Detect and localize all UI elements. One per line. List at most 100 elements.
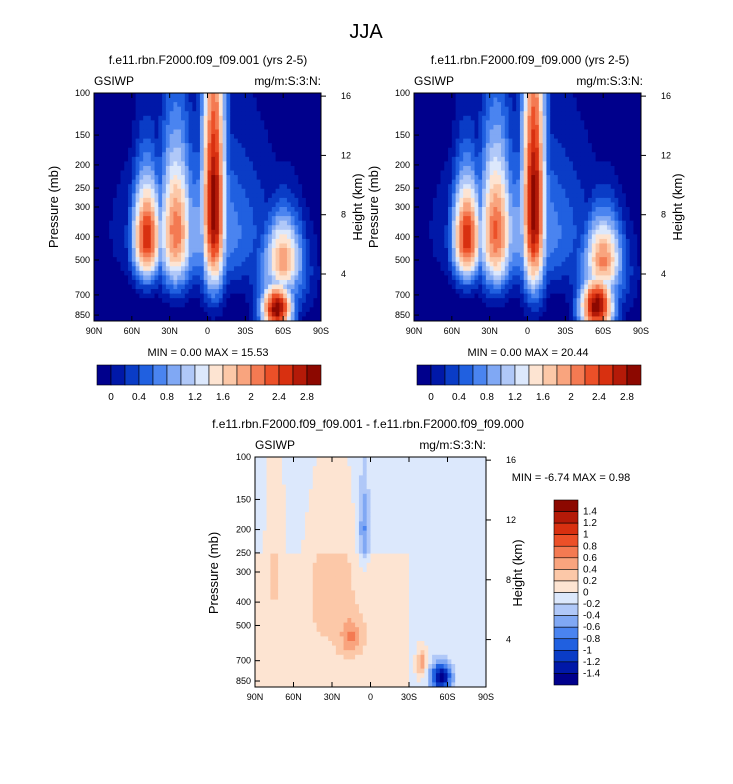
heatmap-cell [482,124,487,130]
heatmap-cell [569,225,574,231]
heatmap-cell [531,102,536,108]
heatmap-cell [116,220,121,226]
heatmap-cell [177,275,182,281]
heatmap-cell [485,202,491,208]
heatmap-cell [196,266,201,272]
heatmap-cell [448,184,453,190]
heatmap-cell [527,188,532,194]
heatmap-cell [97,234,102,240]
heatmap-cell [211,284,216,290]
heatmap-cell [264,138,269,144]
heatmap-cell [572,147,578,153]
heatmap-cell [97,129,102,135]
heatmap-cell [625,216,631,222]
heatmap-cell [572,197,578,203]
heatmap-cell [591,134,596,139]
heatmap-cell [436,111,441,117]
heatmap-cell [523,115,528,121]
heatmap-cell [317,97,322,103]
heatmap-cell [203,156,208,162]
heatmap-cell [105,216,110,222]
heatmap-cell [271,293,276,299]
heatmap-cell [633,124,638,130]
heatmap-cell [237,248,242,253]
heatmap-cell [177,152,182,158]
heatmap-cell [120,161,125,167]
colorbar-label: 1.2 [188,392,202,403]
heatmap-cell [302,284,307,290]
heatmap-cell [501,229,506,235]
heatmap-cell [207,216,212,222]
heatmap-cell [317,134,322,139]
heatmap-cell [425,93,430,98]
heatmap-cell [158,143,163,149]
heatmap-cell [211,143,216,149]
heatmap-cell [169,165,174,171]
heatmap-cell [143,261,148,267]
y-tick-label: 200 [75,160,90,170]
heatmap-cell [302,252,307,258]
heatmap-cell [283,97,288,103]
heatmap-cell [595,120,600,126]
heatmap-cell [150,252,155,258]
heatmap-cell [610,161,615,167]
panel-1: f.e11.rbn.F2000.f09_f09.001 (yrs 2-5) GS… [46,53,365,403]
heatmap-cell [474,202,479,208]
heatmap-cell [576,143,581,149]
heatmap-cell [561,143,566,149]
heatmap-cell [256,188,261,194]
heatmap-cell [414,93,419,98]
heatmap-cell [417,152,422,158]
heatmap-cell [256,143,261,149]
heatmap-cell [599,156,604,162]
heatmap-cell [633,202,638,208]
heatmap-cell [211,156,216,162]
heatmap-cell [629,138,634,144]
panel-1-axes: 90N 60N 30N 0 30S 60S 90S100150200250300400500… [75,88,351,336]
heatmap-cell [565,106,570,112]
heatmap-cell [519,152,525,158]
heatmap-cell [184,175,189,181]
y-right-tick-label: 12 [341,150,351,160]
heatmap-cell [610,175,615,181]
heatmap-cell [215,193,220,199]
heatmap-cell [211,225,216,231]
heatmap-cell [497,216,502,222]
heatmap-cell [271,307,276,313]
heatmap-cell [169,266,174,272]
heatmap-cell [97,138,102,144]
heatmap-cell [550,115,555,121]
heatmap-cell [508,102,513,108]
heatmap-cell [440,138,445,144]
heatmap-cell [470,216,475,222]
heatmap-cell [268,202,273,208]
heatmap-cell [550,216,555,222]
heatmap-cell [264,261,269,267]
heatmap-cell [105,225,110,231]
heatmap-cell [131,138,137,144]
heatmap-cell [154,216,159,222]
heatmap-cell [485,179,491,185]
heatmap-cell [444,193,449,199]
heatmap-cell [504,102,509,108]
heatmap-cell [162,120,167,126]
heatmap-cell [414,193,419,199]
heatmap-cell [417,102,422,108]
heatmap-cell [181,165,186,171]
heatmap-cell [588,165,593,171]
heatmap-cell [576,229,581,235]
heatmap-cell [474,143,479,149]
heatmap-cell [584,161,589,167]
heatmap-cell [203,216,208,222]
heatmap-cell [305,97,311,103]
heatmap-cell [192,184,197,190]
heatmap-cell [94,156,99,162]
heatmap-cell [256,279,261,285]
heatmap-cell [226,184,231,190]
heatmap-cell [230,147,235,153]
heatmap-cell [294,152,299,158]
heatmap-cell [305,211,311,217]
heatmap-cell [275,270,280,276]
heatmap-cell [203,202,208,208]
heatmap-cell [489,175,494,181]
